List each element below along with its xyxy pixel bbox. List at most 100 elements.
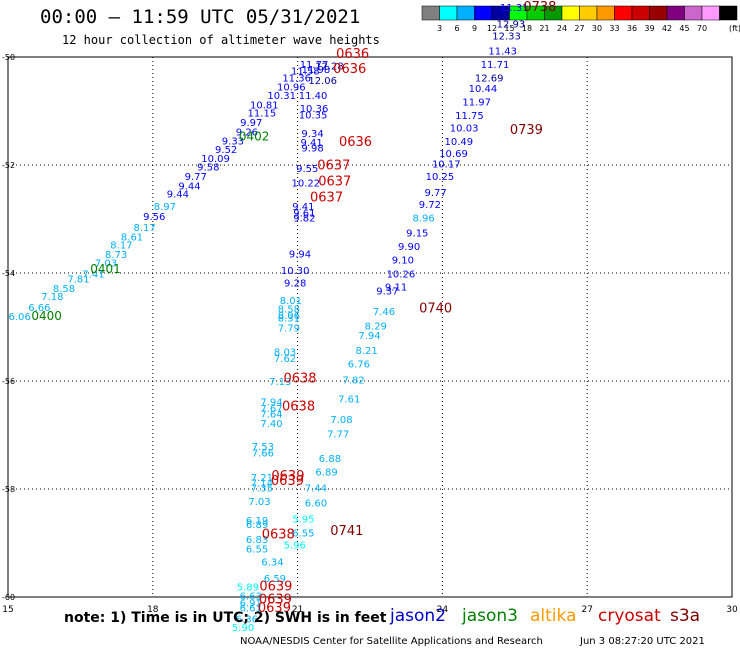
pass-time-label: 0740 xyxy=(419,301,452,316)
swh-value-label: 9.26 xyxy=(236,127,258,138)
colorbar-tick-label: 6 xyxy=(454,24,459,33)
colorbar-swatch xyxy=(614,5,633,21)
y-tick-label: -56 xyxy=(2,377,15,386)
swh-value-label: 9.28 xyxy=(284,279,306,290)
swh-value-label: 7.18 xyxy=(41,292,63,303)
colorbar-tick-label: 45 xyxy=(679,24,689,33)
swh-value-label: 9.77 xyxy=(425,188,447,199)
swh-value-label: 7.21 xyxy=(251,473,273,484)
swh-value-label: 10.09 xyxy=(201,154,230,165)
swh-value-label: 7.08 xyxy=(330,415,352,426)
pass-time-label: 0639 xyxy=(271,474,304,489)
pass-time-label: 0636 xyxy=(333,62,366,77)
plot-grid xyxy=(8,57,732,597)
swh-point-labels: 6.066.667.188.587.817.417.038.738.178.61… xyxy=(8,3,528,634)
swh-value-label: 7.03 xyxy=(95,259,117,270)
pass-time-labels: 0400040104020636063606360637063706370638… xyxy=(31,0,556,616)
swh-value-label: 9.15 xyxy=(406,228,428,239)
satellite-legend-jason2: jason2 xyxy=(390,606,446,626)
swh-value-label: 11.98 xyxy=(302,65,331,76)
swh-value-label: 12.28 xyxy=(315,61,344,72)
swh-value-label: 9.34 xyxy=(301,129,323,140)
colorbar-swatch xyxy=(649,5,668,21)
swh-value-label: 6.36 xyxy=(236,614,258,625)
swh-value-label: 9.10 xyxy=(392,255,414,266)
swh-value-label: 8.58 xyxy=(278,304,300,315)
swh-value-label: 6.91 xyxy=(240,599,262,610)
colorbar-unit-label: (ft) xyxy=(729,24,740,33)
pass-time-label: 0738 xyxy=(523,0,556,15)
swh-value-label: 6.66 xyxy=(28,303,50,314)
swh-value-label: 9.82 xyxy=(293,214,315,225)
swh-value-label: 8.61 xyxy=(121,233,143,244)
colorbar-tick-label: 3 xyxy=(437,24,442,33)
pass-time-label: 0638 xyxy=(262,528,295,543)
swh-value-label: 6.76 xyxy=(348,360,370,371)
colorbar-tick-label: 39 xyxy=(644,24,654,33)
swh-value-label: 10.25 xyxy=(426,172,455,183)
plot-axes: 15 18 21 24 27 30 -50 -52 -54 -56 -58 -60 xyxy=(2,53,738,615)
colorbar-swatch xyxy=(701,5,720,21)
colorbar-tick-label: 21 xyxy=(539,24,549,33)
swh-value-label: 9.61 xyxy=(293,208,315,219)
pass-time-label: 0638 xyxy=(283,372,316,387)
pass-time-label: 0636 xyxy=(339,135,372,150)
swh-value-label: 11.75 xyxy=(455,111,484,122)
swh-value-label: 7.77 xyxy=(327,430,349,441)
swh-value-label: 9.52 xyxy=(215,145,237,156)
swh-value-label: 5.89 xyxy=(237,583,259,594)
swh-value-label: 8.01 xyxy=(280,296,302,307)
pass-time-label: 0636 xyxy=(336,47,369,62)
colorbar-tick-label: 15 xyxy=(504,24,514,33)
swh-value-label: 9.56 xyxy=(143,212,165,223)
swh-value-label: 6.60 xyxy=(305,498,327,509)
satellite-legend-cryosat: cryosat xyxy=(598,606,661,626)
swh-value-label: 9.41 xyxy=(300,138,322,149)
swh-value-label: 6.61 xyxy=(240,604,262,615)
colorbar-swatch xyxy=(596,5,615,21)
swh-value-label: 5.90 xyxy=(232,623,254,634)
y-tick-label: -60 xyxy=(2,593,15,602)
swh-value-label: 8.96 xyxy=(412,214,434,225)
swh-value-label: 6.89 xyxy=(246,520,268,531)
swh-value-label: 11.97 xyxy=(462,98,491,109)
swh-value-label: 9.37 xyxy=(376,287,398,298)
swh-value-label: 9.72 xyxy=(419,200,441,211)
swh-value-label: 7.35 xyxy=(251,484,273,495)
swh-value-label: 8.29 xyxy=(365,322,387,333)
colorbar-tick-label: 9 xyxy=(472,24,477,33)
x-tick-label: 21 xyxy=(292,605,303,615)
pass-time-label: 0400 xyxy=(31,309,62,323)
x-tick-label: 18 xyxy=(147,605,159,615)
swh-value-label: 9.33 xyxy=(222,136,244,147)
colorbar-tick-label: 70 xyxy=(697,24,707,33)
colorbar-swatch xyxy=(684,5,703,21)
colorbar-swatch xyxy=(579,5,598,21)
swh-value-label: 7.14 xyxy=(251,478,273,489)
swh-value-label: 8.97 xyxy=(154,202,176,213)
swh-value-label: 10.69 xyxy=(439,149,468,160)
swh-value-label: 8.06 xyxy=(278,311,300,322)
swh-value-label: 10.96 xyxy=(277,82,306,93)
swh-value-label: 8.03 xyxy=(274,348,296,359)
colorbar-swatch xyxy=(719,5,738,21)
colorbar-swatch xyxy=(631,5,650,21)
colorbar-tick-label: 36 xyxy=(627,24,637,33)
swh-value-label: 9.77 xyxy=(185,172,207,183)
swh-value-label: 9.94 xyxy=(289,249,311,260)
swh-value-label: 11.58 xyxy=(291,66,320,77)
pass-time-label: 0639 xyxy=(258,601,291,616)
colorbar-swatch xyxy=(561,5,580,21)
swh-value-label: 7.41 xyxy=(82,269,104,280)
swh-value-label: 10.81 xyxy=(250,100,279,111)
swh-value-label: 8.21 xyxy=(355,346,377,357)
swh-value-label: 12.33 xyxy=(492,32,521,43)
colorbar-swatch xyxy=(456,5,475,21)
swh-value-label: 6.63 xyxy=(240,592,262,603)
y-tick-label: -50 xyxy=(2,53,15,62)
colorbar-tick-label: 12 xyxy=(487,24,497,33)
swh-value-label: 6.89 xyxy=(315,468,337,479)
pass-time-label: 0741 xyxy=(330,524,363,539)
satellite-legend-s3a: s3a xyxy=(670,606,701,626)
